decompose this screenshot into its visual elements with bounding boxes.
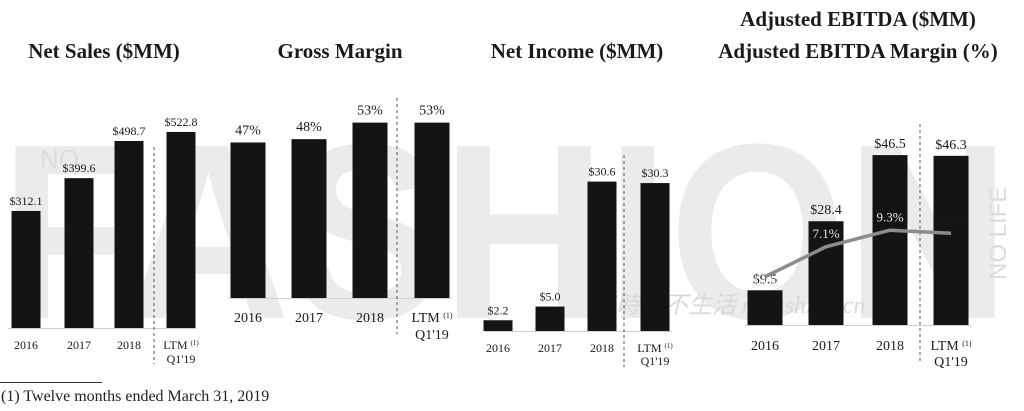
chart-title: Gross Margin [277,39,402,63]
margin-value-label: 3.1% [751,274,778,289]
bar-value-label: $30.6 [589,165,616,179]
bar-2017 [64,178,94,328]
bar-2018 [587,181,617,331]
bar-value-label: $312.1 [10,194,43,208]
x-tick-label: 2017 [295,311,323,326]
x-tick-label: 2017 [538,341,562,355]
bar-value-label: 53% [419,104,445,119]
watermark-no-life-text: NO LIFE [985,187,1012,280]
x-tick-label: 2016 [751,339,779,354]
x-tick-label-ltm-period: Q1'19 [167,352,196,366]
watermark-no-text: NO [40,144,79,174]
margin-value-label: 8.9% [937,212,964,227]
bar-2016 [11,210,41,328]
bar-value-label: $5.0 [540,290,561,304]
x-tick-label-ltm: LTM (1) [637,341,673,355]
footnote-rule [0,382,102,383]
x-tick-label: 2017 [67,338,91,352]
bar-value-label: $30.3 [642,166,669,180]
chart-title: Adjusted EBITDA ($MM) [740,7,976,31]
bar-value-label: $399.6 [63,161,96,175]
bar-2018 [352,122,388,298]
x-tick-label-ltm-period: Q1'19 [641,354,670,368]
margin-value-label: 7.1% [812,226,839,241]
bar-2016 [747,290,783,325]
x-tick-label: 2017 [812,339,840,354]
x-tick-label: 2018 [356,311,384,326]
bar-value-label: $2.2 [488,303,509,317]
bar-2017 [291,139,327,298]
x-tick-label-ltm: LTM (1) [930,339,971,355]
bar-value-label: 48% [296,120,322,135]
x-tick-label: 2016 [486,341,510,355]
chart-title: Net Sales ($MM) [28,39,180,63]
bar-value-label: $28.4 [810,203,842,218]
x-tick-label: 2018 [590,341,614,355]
bar-value-label: 47% [235,123,261,138]
bar-2016 [483,320,513,331]
bar-2018 [872,155,908,325]
bar-2016 [230,142,266,298]
margin-value-label: 9.3% [876,209,903,224]
x-tick-label-ltm: LTM (1) [411,311,452,327]
bar-ltm [414,122,450,298]
bar-ltm [166,131,196,328]
chart-subtitle: Adjusted EBITDA Margin (%) [718,39,997,63]
bar-ltm [640,183,670,331]
x-tick-label-ltm: LTM (1) [163,338,199,352]
footnote: (1) Twelve months ended March 31, 2019 [1,388,270,405]
bar-value-label: 53% [357,104,383,119]
bar-2017 [808,221,844,325]
x-tick-label-ltm-period: Q1'19 [934,355,968,370]
chart-title: Net Income ($MM) [491,39,664,63]
chart-3: Net Income ($MM) $2.2 2016 $5.0 2017 $30.6 201… [483,39,673,368]
x-tick-label: 2016 [234,311,262,326]
x-tick-label: 2018 [876,339,904,354]
bar-ltm [933,155,969,325]
bar-value-label: $9.5 [753,272,778,287]
bar-value-label: $46.5 [874,137,906,152]
margin-line [764,228,952,279]
chart-2: Gross Margin 47% 2016 48% 2017 53% 2018 53% LTM … [228,39,453,343]
bar-2018 [114,140,144,328]
chart-1: Net Sales ($MM) $312.1 2016 $399.6 2017 $498.… [8,39,199,366]
bar-value-label: $522.8 [165,115,198,129]
bar-value-label: $46.3 [935,138,967,153]
bar-2017 [535,306,565,331]
x-tick-label-ltm-period: Q1'19 [415,328,449,343]
bar-value-label: $498.7 [113,124,146,138]
x-tick-label: 2018 [117,338,141,352]
x-tick-label: 2016 [14,338,38,352]
chart-4: Adjusted EBITDA ($MM) Adjusted EBITDA Mar… [718,7,997,370]
